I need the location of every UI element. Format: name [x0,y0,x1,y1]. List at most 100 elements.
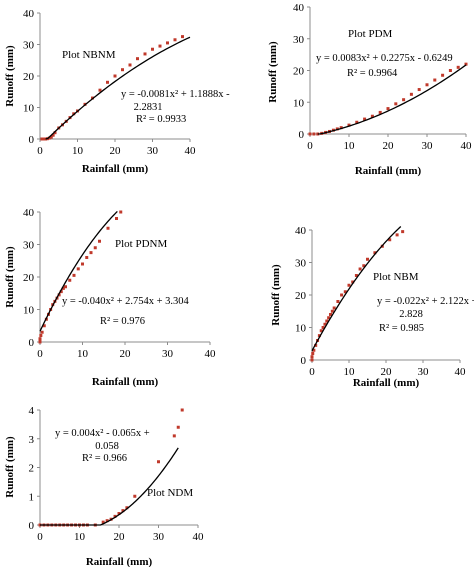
equation-line: y = -0.0081x² + 1.1888x - [121,89,230,100]
y-tick-label: 20 [295,290,307,302]
trendline [40,447,179,526]
x-axis-title: Rainfall (mm) [92,376,159,388]
x-tick-label: 20 [381,366,393,378]
data-point [340,293,344,297]
y-axis-title: Runoff (mm) [267,41,279,103]
y-tick-label: 0 [29,134,35,146]
data-point [38,338,42,342]
data-point [98,88,102,92]
equation-line: y = -0.022x² + 2.122x + [377,296,474,307]
x-tick-label: 30 [153,531,165,543]
x-tick-label: 40 [455,366,467,378]
y-tick-label: 10 [23,305,35,317]
x-tick-label: 20 [120,348,132,360]
data-point [117,512,121,515]
data-point [354,274,358,277]
data-point [386,107,390,111]
data-point [133,494,137,498]
data-point [101,520,105,524]
y-tick-label: 20 [23,272,35,284]
data-point [121,509,125,513]
equation-line: 0.058 [95,441,119,452]
data-point [44,137,48,141]
data-point [106,80,109,84]
data-point [321,326,325,329]
trendline [45,36,191,140]
y-tick-label: 40 [23,207,35,219]
x-tick-label: 30 [147,145,159,157]
x-tick-label: 40 [461,140,473,152]
data-point [339,126,343,130]
x-tick-label: 10 [74,531,86,543]
trendline [39,210,118,332]
y-tick-label: 40 [23,8,35,20]
plot-label: Plot NDM [147,487,193,499]
data-point [441,73,445,77]
data-point [125,506,129,510]
r-squared-label: R² = 0.985 [379,323,424,334]
data-point [310,355,314,359]
data-point [351,280,355,284]
data-point [47,136,51,140]
x-tick-label: 40 [205,348,217,360]
x-tick-label: 0 [309,366,315,378]
chart-panel-1: 0 10 20 30 40 0 10 20 30 40 Runoff (mm) Rainfall (m… [4,8,230,175]
data-point [59,290,63,294]
equation-line: 2.2831 [134,102,163,113]
x-tick-label: 0 [307,140,313,152]
x-tick-label: 20 [383,140,395,152]
y-tick-label: 0 [301,355,307,367]
data-point [310,358,314,362]
data-point [64,285,67,289]
x-tick-label: 10 [344,140,356,152]
data-point [464,62,468,66]
x-axis-title: Rainfall (mm) [355,165,422,177]
x-tick-label: 0 [37,531,43,543]
equation-line: y = 0.004x² - 0.065x + [55,428,150,439]
y-tick-label: 40 [293,2,305,14]
y-tick-label: 1 [29,491,35,503]
data-point [39,334,43,337]
data-point [308,132,312,136]
data-point [136,57,139,61]
data-point [323,322,327,326]
data-point [329,313,332,316]
data-point [121,68,124,72]
data-point [49,135,53,139]
data-point [312,348,316,352]
data-point [61,286,65,290]
data-point [417,88,421,92]
data-point [336,300,340,303]
data-point [40,137,44,141]
data-point [85,256,89,259]
data-point [335,127,339,131]
data-point [347,283,351,287]
data-point [327,316,331,320]
y-tick-label: 0 [29,520,35,532]
data-point [172,434,176,438]
chart-panel-4: 0 10 20 30 40 0 10 20 30 40 Runoff (mm) Rainfall (m… [270,225,474,389]
data-point [158,44,162,48]
data-point [68,278,72,282]
equation-line: y = 0.0083x² + 0.2275x - 0.6249 [316,53,453,64]
equation-line: 2.828 [399,309,423,320]
data-point [113,514,117,518]
chart-panel-2: 0 10 20 30 40 0 10 20 30 40 Runoff (mm) Rainfall (m… [267,2,472,177]
x-tick-label: 40 [193,531,205,543]
x-tick-label: 20 [114,531,126,543]
data-point [311,352,315,355]
data-point [119,210,123,214]
y-tick-label: 4 [29,405,35,417]
data-point [312,132,316,136]
data-point [325,319,329,323]
data-point [373,251,377,255]
data-point [38,337,42,341]
y-tick-label: 40 [295,225,307,237]
equation-line: y = -0.040x² + 2.754x + 3.304 [62,296,190,307]
plot-label: Plot NBM [373,271,419,283]
data-point [395,233,399,237]
data-point [105,519,109,523]
x-tick-label: 10 [77,348,89,360]
y-tick-label: 10 [293,97,305,109]
